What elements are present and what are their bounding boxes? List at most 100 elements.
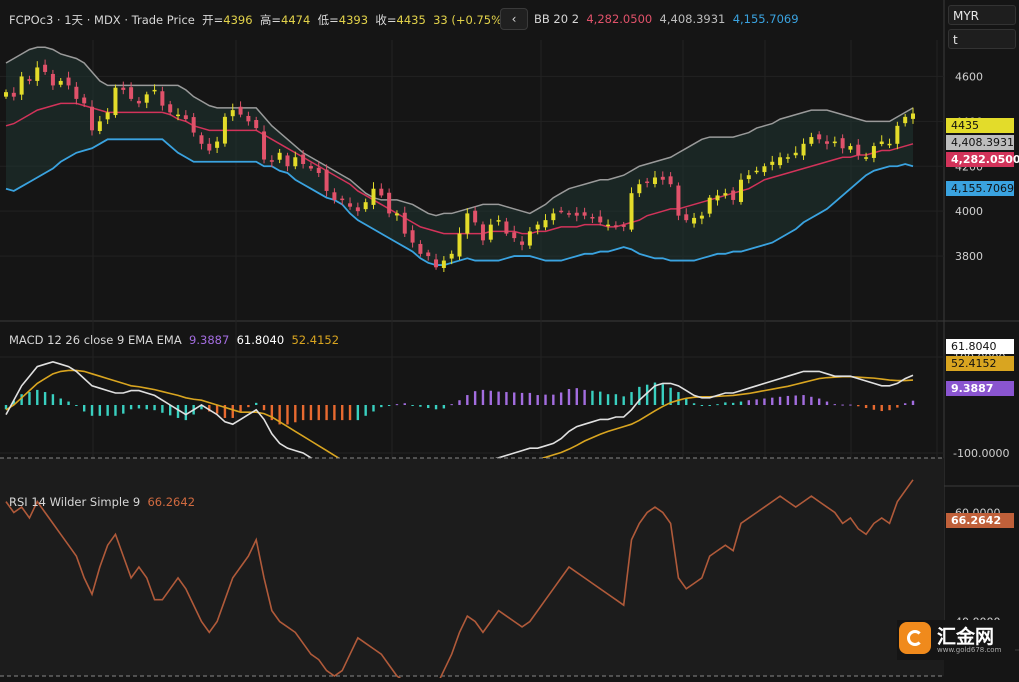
candle-body	[58, 80, 63, 85]
candle-body	[770, 161, 775, 165]
macd-histogram-bar	[622, 396, 625, 405]
candle-body	[871, 146, 876, 158]
candle-body	[285, 155, 290, 167]
macd-histogram-bar	[685, 398, 688, 405]
macd-histogram-bar	[591, 390, 594, 405]
macd-histogram-bar	[12, 400, 16, 405]
candle-body	[4, 92, 8, 97]
macd-signal-value: 52.4152	[291, 333, 340, 347]
candle-body	[778, 157, 783, 166]
candle-body	[715, 195, 720, 201]
open-value: 4396	[223, 13, 253, 27]
candle-body	[222, 116, 227, 144]
macd-histogram-bar	[513, 392, 516, 405]
macd-histogram-bar	[161, 405, 164, 413]
macd-histogram-bar	[911, 400, 915, 405]
candle-body	[441, 260, 446, 268]
macd-histogram-bar	[575, 388, 578, 405]
rsi-label: RSI 14 Wilder Simple 9	[9, 495, 141, 509]
macd-histogram-bar	[778, 396, 782, 405]
candle-body	[176, 114, 181, 117]
macd-histogram-bar	[903, 403, 907, 405]
candle-body	[43, 64, 48, 72]
candle-body	[754, 170, 759, 173]
macd-histogram-bar	[716, 404, 719, 406]
macd-histogram-bar	[739, 401, 743, 405]
open-label: 开=	[202, 13, 224, 27]
candle-body	[11, 92, 16, 97]
macd-histogram-bar	[176, 405, 180, 418]
candle-body	[105, 112, 110, 120]
macd-histogram-bar	[4, 405, 8, 410]
currency-select[interactable]: MYR	[948, 5, 1016, 25]
high-value: 4474	[281, 13, 311, 27]
hist-tag: 9.3887	[946, 381, 1014, 396]
candle-body	[121, 87, 126, 90]
macd-histogram-bar	[380, 405, 383, 408]
candle-body	[785, 157, 790, 159]
macd-histogram-bar	[262, 405, 266, 411]
last-price-tag: 4435	[946, 118, 1014, 133]
macd-histogram-bar	[880, 405, 883, 412]
candle-body	[348, 203, 353, 207]
candle-body	[817, 134, 822, 140]
bb-lower-value: 4,155.7069	[732, 12, 799, 26]
macd-histogram-bar	[849, 404, 852, 406]
candle-body	[66, 77, 71, 86]
rsi-tag: 66.2642	[946, 513, 1014, 528]
candle-body	[864, 157, 869, 159]
unit-select[interactable]: t	[948, 29, 1016, 49]
macd-histogram-bar	[294, 405, 297, 423]
macd-histogram-bar	[75, 405, 78, 406]
candle-body	[308, 166, 313, 169]
bb-legend: BB 20 2 4,282.0500 4,408.3931 4,155.7069	[534, 12, 799, 26]
macd-histogram-bar	[364, 405, 367, 416]
candle-body	[535, 224, 540, 230]
candle-body	[559, 210, 564, 213]
candle-body	[668, 176, 673, 185]
macd-histogram-bar	[677, 392, 680, 405]
macd-histogram-bar	[231, 405, 234, 418]
close-label: 收=	[375, 13, 397, 27]
macd-histogram-bar	[567, 389, 571, 405]
macd-histogram-bar	[36, 389, 39, 405]
macd-value: 61.8040	[236, 333, 285, 347]
macd-histogram-bar	[309, 405, 313, 421]
candle-body	[809, 137, 814, 144]
macd-histogram-bar	[255, 402, 258, 405]
candle-body	[582, 212, 587, 216]
bb-upper-value: 4,282.0500	[586, 12, 653, 26]
close-value: 4435	[396, 13, 426, 27]
candle-body	[183, 115, 188, 120]
candle-body	[191, 117, 196, 133]
signal-tag: 52.4152	[946, 356, 1014, 371]
low-value: 4393	[338, 13, 369, 27]
candle-body	[738, 179, 743, 202]
collapse-legend-button[interactable]: ‹	[500, 8, 528, 30]
macd-histogram-bar	[544, 394, 547, 405]
macd-histogram-bar	[614, 394, 618, 405]
candle-body	[230, 110, 235, 117]
candle-body	[238, 106, 243, 115]
chevron-left-icon: ‹	[511, 12, 517, 26]
macd-histogram-bar	[129, 405, 133, 410]
candle-body	[707, 197, 712, 214]
macd-histogram-bar	[348, 405, 352, 421]
macd-histogram-bar	[20, 394, 23, 405]
macd-histogram-bar	[794, 395, 797, 405]
macd-histogram-bar	[645, 384, 649, 405]
candle-body	[340, 198, 345, 201]
macd-legend: MACD 12 26 close 9 EMA EMA 9.3887 61.804…	[9, 333, 339, 347]
macd-histogram-bar	[888, 405, 891, 411]
macd-label: MACD 12 26 close 9 EMA EMA	[9, 333, 182, 347]
candle-body	[465, 213, 470, 234]
macd-histogram-bar	[473, 391, 477, 405]
macd-tick-label: -100.0000	[953, 447, 1009, 460]
candle-body	[363, 202, 368, 210]
macd-histogram-bar	[168, 405, 172, 416]
macd-histogram-bar	[43, 392, 47, 405]
bb-mid-tag: 4,408.3931	[946, 135, 1014, 150]
candle-body	[629, 193, 634, 230]
